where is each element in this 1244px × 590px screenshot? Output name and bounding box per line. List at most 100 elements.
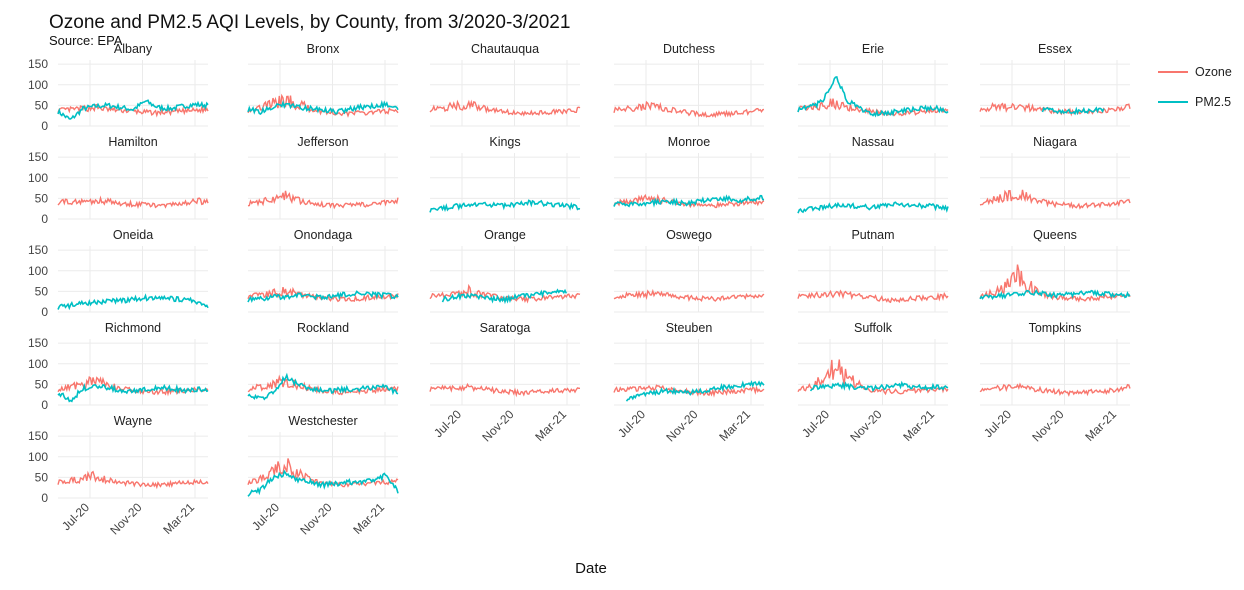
y-tick-label: 0 — [41, 305, 48, 319]
facet-title: Wayne — [114, 414, 152, 428]
facet-title: Westchester — [288, 414, 357, 428]
y-tick-label: 50 — [35, 98, 49, 112]
facet-title: Dutchess — [663, 42, 715, 56]
pm25-series-line — [797, 201, 949, 214]
facet-title: Steuben — [666, 321, 713, 335]
y-tick-label: 150 — [28, 336, 48, 350]
facet-suffolk: Suffolk Jul-20 Nov-20 Mar-21 — [797, 321, 949, 444]
x-tick-label: Nov-20 — [297, 500, 334, 537]
ozone-series-line — [613, 288, 765, 303]
chart-title: Ozone and PM2.5 AQI Levels, by County, f… — [49, 12, 570, 33]
pm25-series-line — [979, 289, 1131, 301]
facet-title: Jefferson — [297, 135, 348, 149]
pm25-series-line — [809, 380, 949, 393]
y-tick-label: 0 — [41, 491, 48, 505]
ozone-series-line — [979, 189, 1131, 210]
ozone-series-line — [57, 470, 209, 490]
facet-oneida: Oneida 0 50 100 150 — [28, 228, 209, 319]
pm25-series-line — [247, 469, 399, 497]
facet-richmond: Richmond 0 50 100 150 — [28, 321, 209, 412]
y-tick-label: 100 — [28, 171, 48, 185]
y-tick-label: 100 — [28, 357, 48, 371]
facet-bronx: Bronx — [247, 42, 399, 127]
x-tick-label: Jul-20 — [59, 500, 92, 533]
legend: Ozone PM2.5 — [1158, 65, 1232, 109]
x-tick-label: Mar-21 — [900, 407, 937, 444]
x-tick-label: Jul-20 — [799, 407, 832, 440]
facet-title: Onondaga — [294, 228, 352, 242]
facet-oswego: Oswego — [613, 228, 765, 313]
facet-onondaga: Onondaga — [247, 228, 399, 313]
x-tick-label: Mar-21 — [350, 500, 387, 537]
facet-title: Putnam — [851, 228, 894, 242]
ozone-series-line — [57, 195, 209, 210]
x-axis-title: Date — [575, 560, 607, 577]
y-tick-label: 50 — [35, 377, 49, 391]
x-tick-label: Nov-20 — [663, 407, 700, 444]
x-tick-label: Jul-20 — [431, 407, 464, 440]
x-tick-label: Nov-20 — [1029, 407, 1066, 444]
facet-putnam: Putnam — [797, 228, 949, 313]
legend-label: PM2.5 — [1195, 95, 1231, 109]
facet-title: Monroe — [668, 135, 710, 149]
x-tick-label: Nov-20 — [479, 407, 516, 444]
y-tick-label: 100 — [28, 450, 48, 464]
facet-dutchess: Dutchess — [613, 42, 765, 127]
y-tick-label: 0 — [41, 212, 48, 226]
facet-title: Oswego — [666, 228, 712, 242]
facet-monroe: Monroe — [613, 135, 765, 220]
facet-title: Rockland — [297, 321, 349, 335]
chart-subtitle: Source: EPA — [49, 33, 123, 48]
pm25-series-line — [247, 372, 399, 401]
y-tick-label: 150 — [28, 57, 48, 71]
facet-wayne: Wayne 0 50 100 150 Jul-20 Nov-20 Mar-21 — [28, 414, 209, 537]
ozone-series-line — [613, 384, 765, 398]
pm25-series-line — [57, 383, 209, 403]
facet-title: Hamilton — [108, 135, 157, 149]
facet-albany: Albany 0 50 100 150 — [28, 42, 209, 133]
facet-title: Erie — [862, 42, 884, 56]
y-tick-label: 150 — [28, 150, 48, 164]
y-tick-label: 0 — [41, 398, 48, 412]
x-tick-label: Mar-21 — [1082, 407, 1119, 444]
ozone-series-line — [797, 289, 949, 304]
facet-erie: Erie — [797, 42, 949, 127]
facet-hamilton: Hamilton 0 50 100 150 — [28, 135, 209, 226]
facet-title: Essex — [1038, 42, 1073, 56]
x-tick-label: Mar-21 — [532, 407, 569, 444]
ozone-series-line — [613, 100, 765, 119]
y-tick-label: 150 — [28, 243, 48, 257]
facet-essex: Essex — [979, 42, 1131, 127]
pm25-series-line — [57, 293, 209, 311]
facet-westchester: Westchester Jul-20 Nov-20 Mar-21 — [247, 414, 399, 537]
facet-title: Saratoga — [480, 321, 531, 335]
x-tick-label: Nov-20 — [107, 500, 144, 537]
y-tick-label: 100 — [28, 264, 48, 278]
pm25-series-line — [57, 99, 209, 120]
facet-nassau: Nassau — [797, 135, 949, 220]
facet-jefferson: Jefferson — [247, 135, 399, 220]
y-tick-label: 100 — [28, 78, 48, 92]
ozone-series-line — [247, 374, 399, 396]
pm25-series-line — [429, 199, 581, 213]
facet-title: Albany — [114, 42, 153, 56]
ozone-series-line — [247, 190, 399, 210]
ozone-series-line — [429, 382, 580, 398]
pm25-series-line — [441, 288, 568, 305]
y-tick-label: 0 — [41, 119, 48, 133]
facet-title: Suffolk — [854, 321, 893, 335]
facet-rockland: Rockland — [247, 321, 399, 406]
facet-saratoga: Saratoga Jul-20 Nov-20 Mar-21 — [429, 321, 580, 444]
facet-title: Queens — [1033, 228, 1077, 242]
x-tick-label: Nov-20 — [847, 407, 884, 444]
facet-title: Richmond — [105, 321, 161, 335]
x-tick-label: Jul-20 — [249, 500, 282, 533]
facet-title: Niagara — [1033, 135, 1077, 149]
x-tick-label: Mar-21 — [716, 407, 753, 444]
ozone-series-line — [613, 193, 765, 209]
pm25-series-line — [797, 75, 949, 118]
y-tick-label: 50 — [35, 284, 49, 298]
x-tick-label: Mar-21 — [160, 500, 197, 537]
pm25-series-line — [247, 99, 399, 115]
